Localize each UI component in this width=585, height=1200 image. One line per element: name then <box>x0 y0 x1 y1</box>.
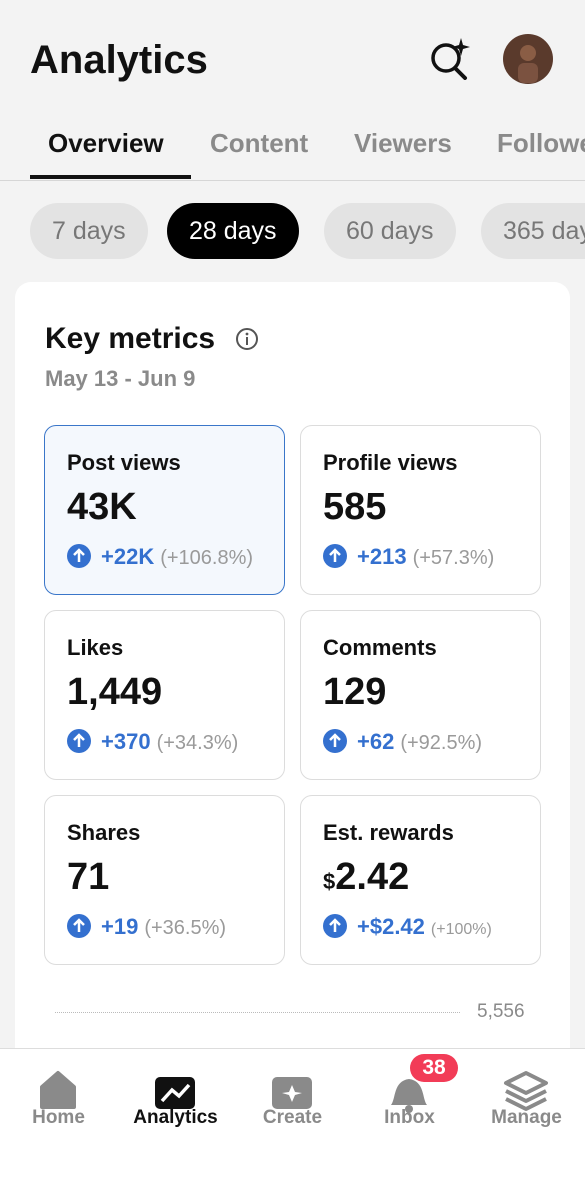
value: 129 <box>323 671 387 713</box>
up-arrow-icon <box>67 729 91 753</box>
card-title: Key metrics <box>45 322 216 355</box>
up-arrow-icon <box>323 544 347 568</box>
metric-box[interactable]: Post views 43K +22K (+106.8%) <box>44 425 285 595</box>
change: +22K <box>101 544 155 569</box>
metric-label: Profile views <box>323 450 458 475</box>
nav-label[interactable]: Home <box>32 1107 85 1128</box>
percent: (+57.3%) <box>412 547 495 569</box>
metric-change: +370 (+34.3%) <box>67 729 238 755</box>
tab-indicator <box>30 175 191 179</box>
up-arrow-icon <box>323 729 347 753</box>
metric-change: +213 (+57.3%) <box>323 544 494 570</box>
inbox-badge: 38 <box>410 1054 458 1082</box>
metric-value: 1,449 <box>67 671 162 714</box>
metric-change: +19 (+36.5%) <box>67 914 226 940</box>
percent: (+92.5%) <box>400 732 483 754</box>
metric-label: Shares <box>67 820 141 845</box>
up-arrow-icon <box>67 544 91 568</box>
range-selector: 7 days 28 days 60 days 365 days <box>0 0 585 270</box>
change: +213 <box>357 544 407 569</box>
chart-tick-label: 5,556 <box>477 1001 525 1022</box>
tab-bar: Overview Content Viewers Followers <box>0 0 585 181</box>
up-arrow-icon <box>67 914 91 938</box>
up-arrow-icon <box>323 914 347 938</box>
search-button[interactable] <box>428 36 474 80</box>
range-pill[interactable]: 60 days <box>324 203 456 259</box>
metric-box[interactable]: Est. rewards $2.42 +$2.42 (+100%) <box>300 795 541 965</box>
nav-label[interactable]: Create <box>262 1107 323 1128</box>
nav-label[interactable]: Analytics <box>133 1107 218 1128</box>
metric-change: +62 (+92.5%) <box>323 729 482 755</box>
metric-label: Est. rewards <box>323 820 454 845</box>
percent: (+36.5%) <box>144 917 227 939</box>
tab[interactable]: Content <box>210 128 309 158</box>
tab[interactable]: Overview <box>48 128 164 158</box>
page-title: Analytics <box>30 38 208 82</box>
percent: (+34.3%) <box>156 732 239 754</box>
change: +$2.42 <box>357 914 425 939</box>
tab[interactable]: Followers <box>497 128 585 158</box>
date-range: May 13 - Jun 9 <box>45 366 196 391</box>
metric-change: +$2.42 (+100%) <box>323 914 492 940</box>
tab[interactable]: Viewers <box>354 128 452 158</box>
percent: (+100%) <box>430 921 492 938</box>
value: 71 <box>67 856 110 898</box>
nav-label[interactable]: Inbox <box>384 1107 435 1128</box>
nav-label[interactable]: Manage <box>491 1107 562 1128</box>
value: 585 <box>323 486 387 528</box>
metric-value: 585 <box>323 486 386 529</box>
range-pill[interactable]: 365 days <box>481 203 585 259</box>
chart-gridline <box>55 1012 460 1013</box>
metric-label: Likes <box>67 635 124 660</box>
currency: $ <box>323 869 336 894</box>
metric-change: +22K (+106.8%) <box>67 544 253 570</box>
metric-value: 129 <box>323 671 386 714</box>
nav-icons <box>40 1071 548 1113</box>
metric-value: 71 <box>67 856 109 899</box>
value: 1,449 <box>67 671 163 713</box>
metric-label: Post views <box>67 450 181 475</box>
metric-box[interactable]: Shares 71 +19 (+36.5%) <box>44 795 285 965</box>
range-pill[interactable]: 28 days <box>167 203 299 259</box>
change: +62 <box>357 729 395 754</box>
range-pill[interactable]: 7 days <box>30 203 148 259</box>
avatar[interactable] <box>502 33 554 85</box>
info-icon[interactable] <box>235 327 259 351</box>
value: 43K <box>67 486 137 528</box>
percent: (+106.8%) <box>160 547 254 569</box>
bottom-nav: 38 <box>0 1048 585 1200</box>
metric-value: 43K <box>67 486 137 529</box>
change: +370 <box>101 729 151 754</box>
metric-box[interactable]: Comments 129 +62 (+92.5%) <box>300 610 541 780</box>
change: +19 <box>101 914 139 939</box>
metric-box[interactable]: Profile views 585 +213 (+57.3%) <box>300 425 541 595</box>
metric-box[interactable]: Likes 1,449 +370 (+34.3%) <box>44 610 285 780</box>
metric-value: $2.42 <box>323 856 409 899</box>
value: 2.42 <box>335 856 410 898</box>
metric-label: Comments <box>323 635 437 660</box>
